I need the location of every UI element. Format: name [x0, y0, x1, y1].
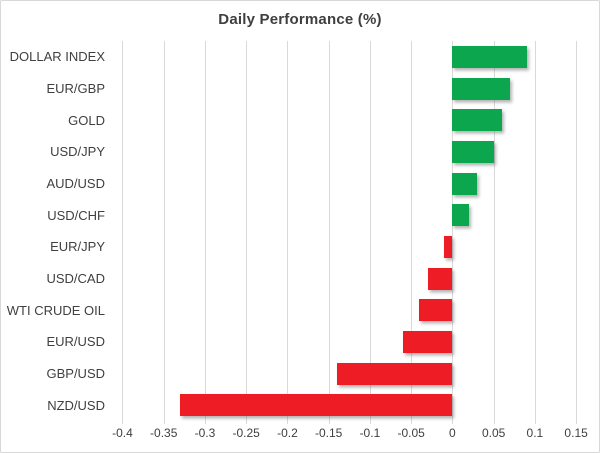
x-tick-label: 0: [449, 426, 456, 440]
x-tick-label: -0.35: [150, 426, 178, 440]
gridline: [369, 41, 371, 424]
gridline: [411, 41, 413, 424]
x-tick-label: -0.05: [397, 426, 425, 440]
bar-gbp-usd: [336, 362, 453, 385]
x-tick-label: -0.3: [194, 426, 216, 440]
category-label: GOLD: [68, 112, 105, 128]
plot-area: [119, 41, 579, 424]
bar-eur-jpy: [444, 235, 453, 258]
gridline: [493, 41, 495, 424]
x-tick-label: -0.2: [277, 426, 298, 440]
x-tick-label: -0.25: [232, 426, 260, 440]
x-tick-label: -0.15: [314, 426, 343, 440]
bar-dollar-index: [452, 45, 527, 68]
category-label: EUR/JPY: [50, 239, 105, 255]
category-label: USD/CAD: [46, 271, 105, 287]
category-label: NZD/USD: [47, 397, 105, 413]
y-axis-category-labels: DOLLAR INDEX EUR/GBP GOLD USD/JPY AUD/USD USD…: [1, 41, 105, 421]
gridline: [328, 41, 330, 424]
gridline: [534, 41, 536, 424]
gridline: [452, 41, 454, 424]
gridline: [287, 41, 289, 424]
bar-aud-usd: [452, 172, 478, 195]
category-label: USD/CHF: [47, 207, 105, 223]
x-tick-label: 0.1: [526, 426, 544, 440]
category-label: WTI CRUDE OIL: [6, 302, 105, 318]
gridline: [163, 41, 165, 424]
bar-usd-cad: [427, 267, 453, 290]
chart-title: Daily Performance (%): [218, 11, 382, 28]
bar-gold: [452, 109, 502, 132]
x-axis-tick-labels: -0.4 -0.35 -0.3 -0.25 -0.2 -0.15 -0.1 -0.05 0 0.0…: [112, 426, 588, 442]
bar-nzd-usd: [180, 394, 453, 417]
category-label: USD/JPY: [50, 144, 105, 160]
x-tick-label: -0.4: [112, 426, 133, 440]
gridline: [122, 41, 124, 424]
category-label: GBP/USD: [46, 366, 105, 382]
x-tick-label: -0.1: [359, 426, 381, 440]
bar-wti-crude-oil: [419, 299, 453, 322]
gridline: [204, 41, 206, 424]
category-label: DOLLAR INDEX: [9, 49, 105, 65]
bar-eur-gbp: [452, 77, 511, 100]
bar-usd-jpy: [452, 140, 494, 163]
category-label: AUD/USD: [46, 176, 105, 192]
gridline: [246, 41, 248, 424]
bar-eur-usd: [402, 330, 453, 353]
category-label: EUR/USD: [46, 334, 105, 350]
category-label: EUR/GBP: [46, 81, 105, 96]
x-tick-label: 0.15: [564, 426, 588, 440]
x-tick-label: 0.05: [481, 426, 506, 440]
gridline: [576, 41, 578, 424]
bar-usd-chf: [452, 204, 469, 227]
